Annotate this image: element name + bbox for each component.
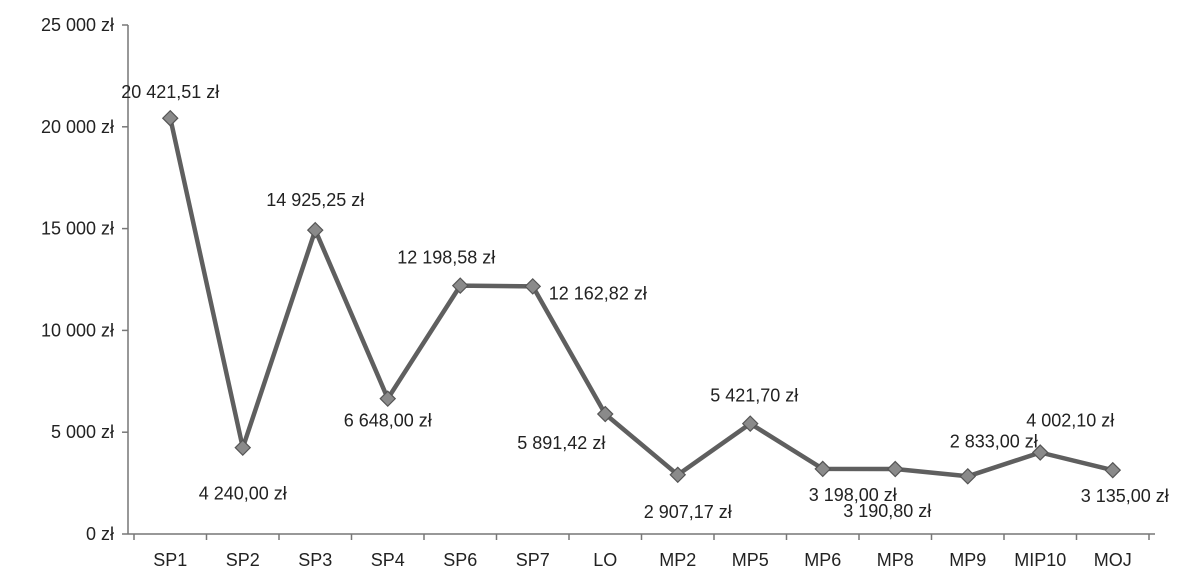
data-point [669, 466, 687, 484]
data-point [1104, 461, 1122, 479]
data-label: 5 421,70 zł [710, 386, 798, 406]
data-point [306, 221, 324, 239]
y-tick-label: 15 000 zł [41, 219, 114, 239]
data-label: 2 907,17 zł [644, 502, 732, 522]
data-labels: 20 421,51 zł 4 240,00 zł 14 925,25 zł 6 648… [121, 82, 1169, 522]
data-label: 12 198,58 zł [397, 248, 495, 268]
y-tick-label: 20 000 zł [41, 117, 114, 137]
data-label: 4 240,00 zł [199, 484, 287, 504]
series-line [168, 115, 1116, 479]
data-point [379, 390, 397, 407]
data-label: 6 648,00 zł [344, 411, 432, 431]
data-label: 3 190,80 zł [843, 501, 931, 521]
data-label: 5 891,42 zł [517, 433, 605, 453]
data-point [959, 467, 977, 485]
y-tick-label: 25 000 zł [41, 15, 114, 35]
x-tick-label: MP9 [949, 550, 986, 570]
x-tick-label: MP2 [659, 550, 696, 570]
y-axis: 0 zł 5 000 zł 10 000 zł 15 000 zł 20 000 zł 2… [41, 15, 129, 544]
data-point [814, 460, 832, 478]
x-tick-label: MP8 [877, 550, 914, 570]
data-label: 12 162,82 zł [549, 283, 647, 303]
x-tick-label: SP2 [226, 550, 260, 570]
x-tick-label: SP3 [298, 550, 332, 570]
x-tick-label: MOJ [1094, 550, 1132, 570]
data-label: 3 198,00 zł [809, 485, 897, 505]
data-label: 2 833,00 zł [950, 431, 1038, 451]
x-tick-label: SP6 [443, 550, 477, 570]
data-label: 4 002,10 zł [1026, 411, 1114, 431]
x-axis: SP1 SP2 SP3 SP4 SP6 SP7 LO MP2 MP5 MP6 MP8 MP9 MIP10… [128, 533, 1155, 570]
x-tick-label: SP7 [516, 550, 550, 570]
data-point [596, 405, 614, 423]
data-point [161, 109, 179, 127]
data-point [451, 277, 469, 294]
data-label: 14 925,25 zł [266, 190, 364, 210]
y-tick-label: 0 zł [86, 524, 114, 544]
data-label: 20 421,51 zł [121, 82, 219, 102]
y-tick-label: 5 000 zł [51, 422, 114, 442]
x-tick-label: MP5 [732, 550, 769, 570]
data-point [1031, 444, 1049, 461]
data-point [741, 415, 759, 432]
x-tick-label: SP4 [371, 550, 405, 570]
series [161, 109, 1122, 485]
data-label: 3 135,00 zł [1081, 486, 1169, 506]
y-tick-label: 10 000 zł [41, 320, 114, 340]
x-tick-label: MIP10 [1014, 550, 1066, 570]
data-point [234, 439, 252, 457]
data-point [886, 460, 904, 478]
data-point [524, 278, 542, 295]
x-tick-label: MP6 [804, 550, 841, 570]
x-tick-label: LO [593, 550, 617, 570]
x-tick-label: SP1 [153, 550, 187, 570]
